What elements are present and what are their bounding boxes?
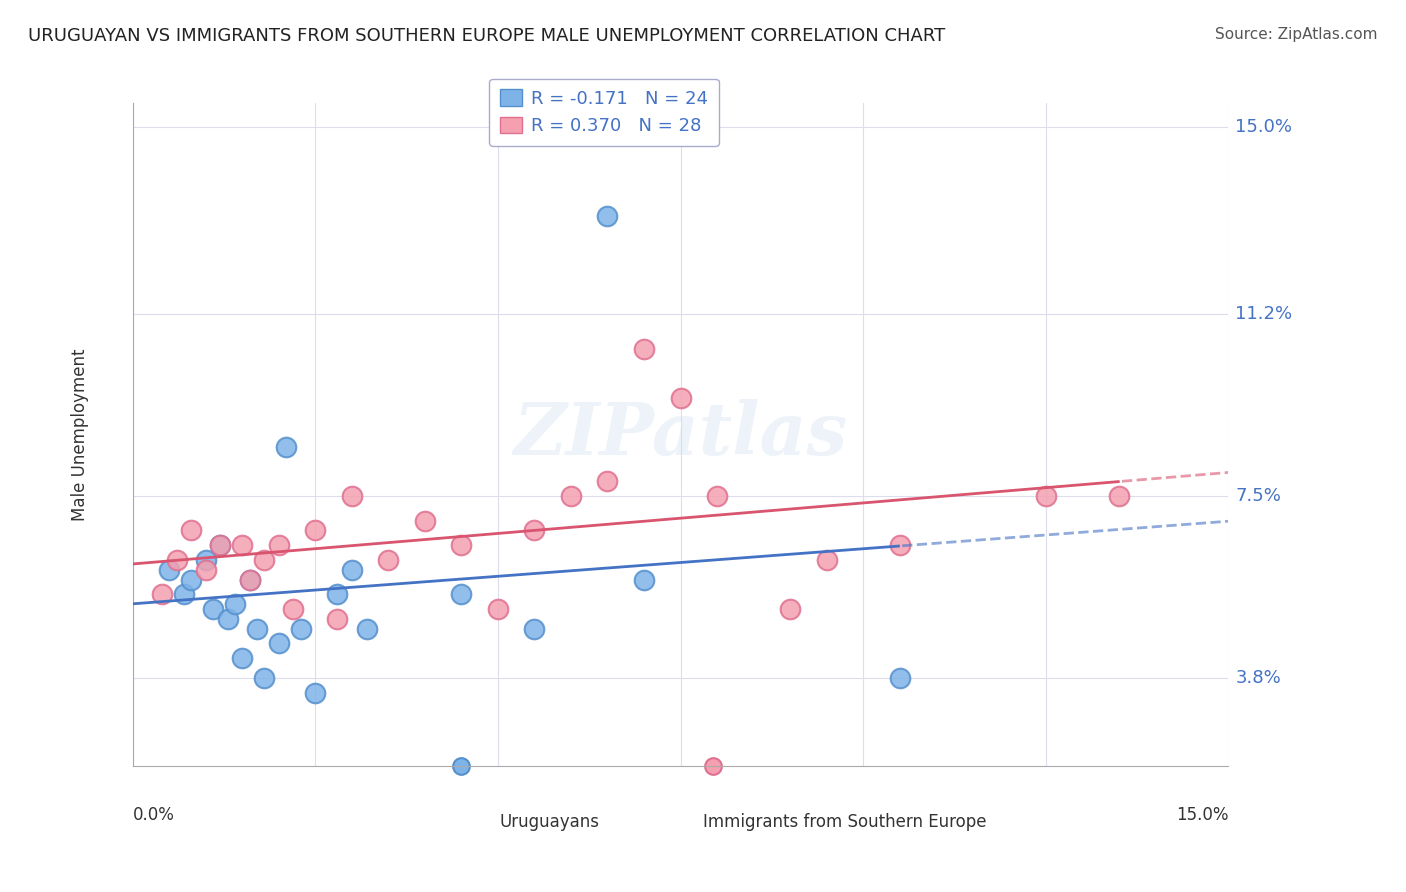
Text: 3.8%: 3.8% (1236, 669, 1281, 687)
Point (450, 587, 472, 601)
Point (253, 671, 276, 685)
Point (633, 573, 655, 587)
Point (283, 602, 305, 616)
Point (304, 685, 326, 699)
Point (276, 440, 298, 454)
Point (486, 602, 509, 616)
Text: Male Unemployment: Male Unemployment (72, 348, 89, 521)
Point (669, 391, 692, 405)
Point (523, 622, 546, 636)
Point (450, 538, 472, 552)
Text: ZIPatlas: ZIPatlas (513, 399, 848, 470)
Point (340, 563, 363, 577)
Point (560, 489, 582, 503)
Point (304, 524, 326, 538)
Point (889, 671, 911, 685)
Point (290, 622, 312, 636)
Point (326, 587, 349, 601)
Point (217, 612, 239, 626)
Point (239, 573, 262, 587)
Point (779, 602, 801, 616)
Point (253, 553, 276, 567)
Point (815, 553, 838, 567)
Point (166, 553, 188, 567)
Point (340, 489, 363, 503)
Point (209, 538, 232, 552)
Text: URUGUAYAN VS IMMIGRANTS FROM SOUTHERN EUROPE MALE UNEMPLOYMENT CORRELATION CHART: URUGUAYAN VS IMMIGRANTS FROM SOUTHERN EU… (28, 27, 945, 45)
Text: Source: ZipAtlas.com: Source: ZipAtlas.com (1215, 27, 1378, 42)
Point (326, 612, 349, 626)
Point (246, 622, 269, 636)
Point (267, 538, 290, 552)
Point (1108, 489, 1130, 503)
Point (706, 489, 728, 503)
Text: Immigrants from Southern Europe: Immigrants from Southern Europe (703, 813, 987, 830)
Text: 7.5%: 7.5% (1236, 487, 1281, 505)
Point (231, 538, 253, 552)
Point (413, 514, 436, 528)
Point (523, 524, 546, 538)
Point (194, 553, 217, 567)
Text: 0.0%: 0.0% (132, 805, 174, 823)
Point (889, 538, 911, 552)
Point (180, 524, 202, 538)
Point (194, 563, 217, 577)
Point (224, 597, 246, 611)
Point (596, 474, 619, 488)
Text: 15.0%: 15.0% (1175, 805, 1229, 823)
Point (150, 587, 173, 601)
Point (1035, 489, 1057, 503)
Point (157, 563, 180, 577)
Point (209, 538, 232, 552)
Point (596, 209, 619, 223)
Text: Uruguayans: Uruguayans (499, 813, 599, 830)
Point (180, 573, 202, 587)
Point (231, 651, 253, 665)
Point (239, 573, 262, 587)
Text: 15.0%: 15.0% (1236, 119, 1292, 136)
Point (173, 587, 195, 601)
Point (202, 602, 225, 616)
Text: 11.2%: 11.2% (1236, 305, 1292, 323)
Legend: R = -0.171   N = 24, R = 0.370   N = 28: R = -0.171 N = 24, R = 0.370 N = 28 (489, 78, 718, 145)
Point (633, 342, 655, 356)
Point (377, 553, 399, 567)
Point (356, 622, 378, 636)
Point (267, 636, 290, 650)
